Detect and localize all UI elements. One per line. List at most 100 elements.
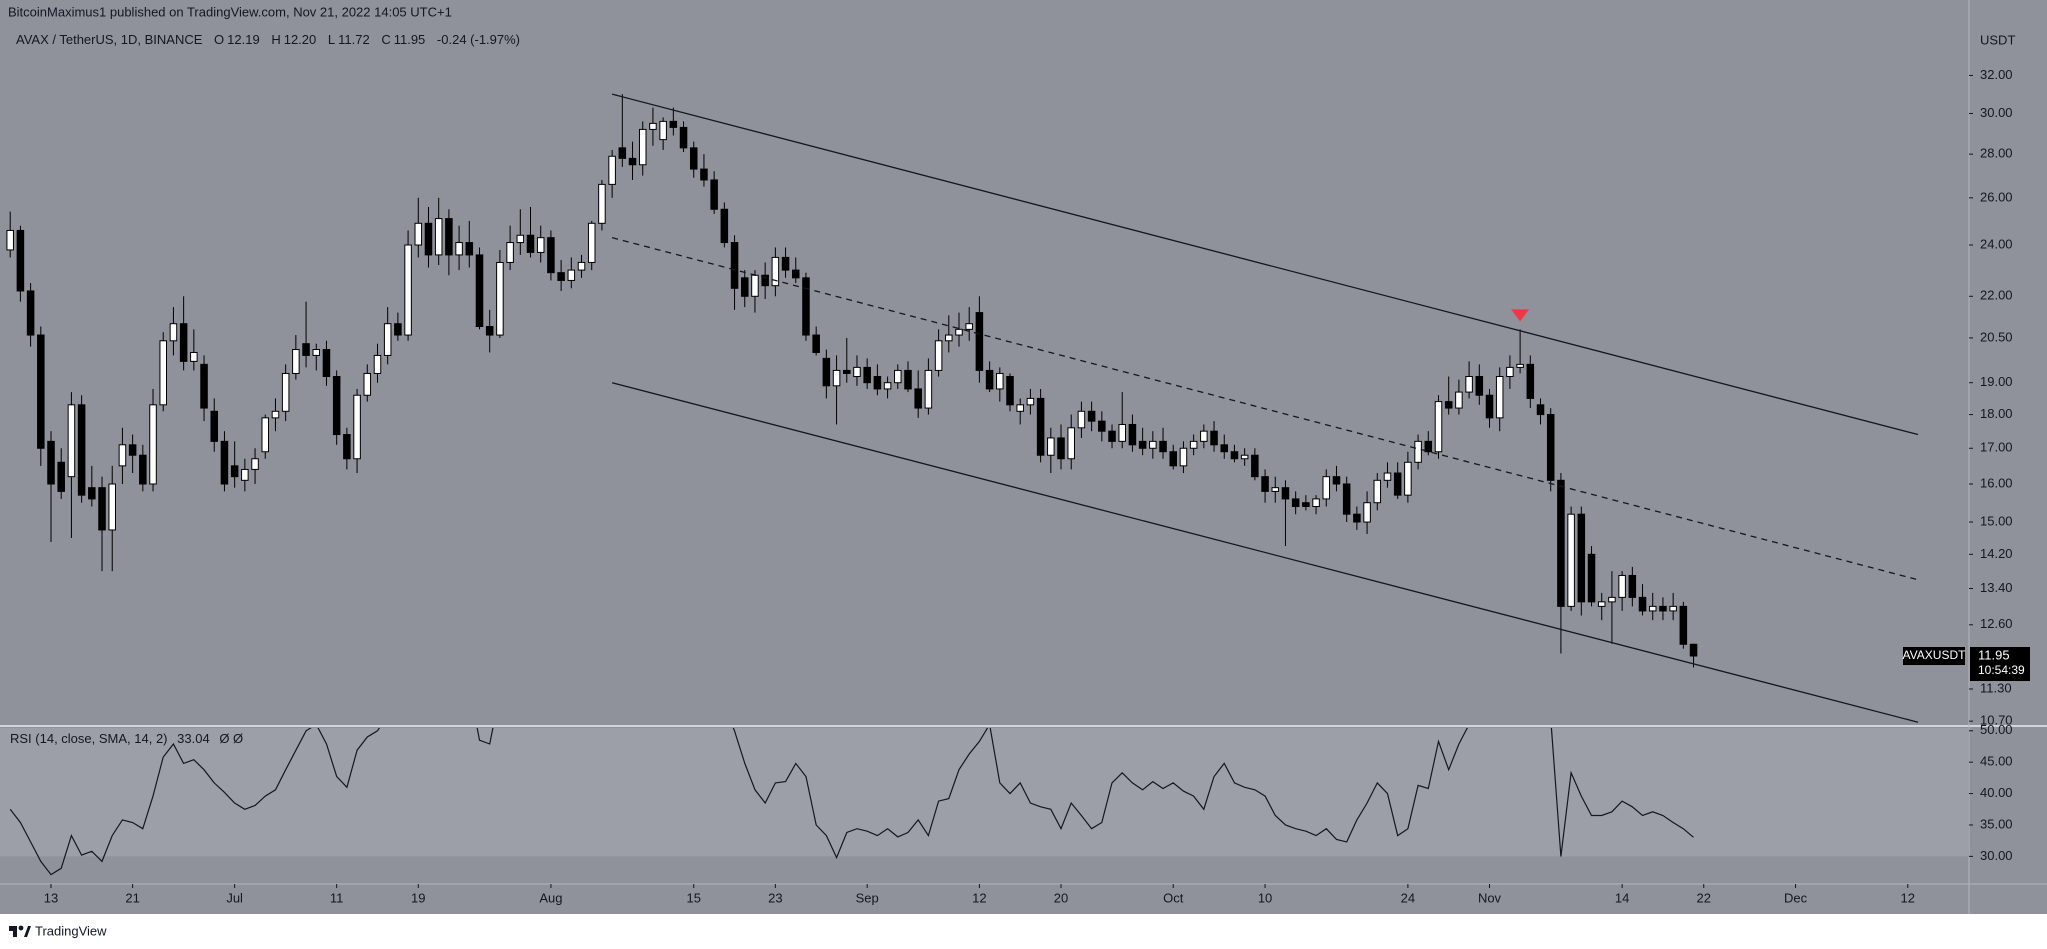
candle-body — [1220, 444, 1229, 453]
candle-body — [1108, 430, 1116, 442]
x-tick-label: Oct — [1163, 890, 1184, 905]
candle-body — [1648, 605, 1657, 612]
rsi-tick-label: 30.00 — [1980, 848, 2013, 863]
candle-body — [659, 120, 667, 141]
candle-body — [57, 461, 65, 492]
x-tick-label: Sep — [856, 890, 879, 905]
channel-line — [611, 93, 1919, 436]
y-tick-label: 12.60 — [1980, 616, 2013, 631]
countdown-text: 10:54:39 — [1978, 663, 2025, 677]
candle-body — [1189, 440, 1198, 449]
candle-body — [108, 483, 116, 531]
candle-body — [914, 388, 922, 409]
candle-body — [649, 122, 657, 130]
candle-body — [1332, 476, 1341, 485]
footer-background — [0, 914, 2047, 949]
candle-body — [1087, 410, 1096, 422]
candle-body — [1302, 502, 1310, 508]
candle-body — [1006, 376, 1014, 406]
candle-body — [332, 376, 341, 436]
candle-body — [1149, 440, 1157, 449]
candle-body — [373, 354, 382, 374]
x-tick-label: 24 — [1401, 890, 1415, 905]
candle-body — [281, 372, 290, 412]
candle-body — [843, 369, 851, 374]
ohlc-value: 12.20 — [284, 32, 317, 47]
candle-body — [1393, 472, 1402, 496]
candle-body — [1526, 363, 1535, 399]
footer-logo — [9, 925, 31, 937]
candle-body — [1414, 440, 1422, 463]
candle-body — [26, 290, 35, 336]
y-tick-label: 17.00 — [1980, 440, 2013, 455]
change: -0.24 (-1.97%) — [437, 32, 520, 47]
candle-body — [424, 222, 433, 256]
candle-body — [1373, 479, 1382, 504]
rsi-layer — [9, 728, 1694, 876]
candle-body — [791, 269, 800, 279]
candle-body — [608, 155, 616, 185]
candle-body — [781, 256, 790, 271]
candle-body — [689, 147, 698, 170]
candle-body — [1455, 391, 1463, 409]
candle-body — [1026, 397, 1035, 406]
candle-body — [139, 454, 147, 485]
candle-body — [802, 277, 810, 336]
candle-body — [985, 369, 994, 390]
candle-body — [37, 334, 45, 449]
candle-body — [853, 366, 861, 378]
candle-body — [179, 323, 188, 362]
candle-body — [720, 208, 729, 244]
y-tick-label: 28.00 — [1980, 146, 2013, 161]
x-tick-label: 13 — [44, 890, 58, 905]
y-tick-label: 32.00 — [1980, 67, 2013, 82]
y-tick-label: 19.00 — [1980, 374, 2013, 389]
ohlc-value: 11.95 — [394, 32, 426, 47]
candle-body — [271, 410, 280, 419]
ohlc-key: L — [328, 32, 335, 47]
x-tick-label: Nov — [1478, 890, 1502, 905]
y-tick-label: 15.00 — [1980, 513, 2013, 528]
price-label: AVAXUSDT 11.95 10:54:39 — [1903, 647, 2030, 682]
logo-shape — [13, 926, 17, 937]
rsi-tick-label: 45.00 — [1980, 754, 2013, 769]
candle-body — [1036, 397, 1045, 456]
candle-body — [220, 440, 229, 485]
symbol-tag-text: AVAXUSDT — [1903, 648, 1967, 662]
candles-layer — [6, 93, 1919, 723]
candle-body — [455, 242, 463, 256]
candle-body — [904, 369, 912, 390]
candle-body — [1047, 437, 1055, 456]
candle-body — [77, 404, 86, 496]
candle-body — [577, 261, 586, 271]
candle-body — [1179, 447, 1188, 467]
candle-body — [434, 218, 443, 256]
y-tick-label: 26.00 — [1980, 189, 2013, 204]
candle-body — [924, 369, 933, 409]
candle-body — [1067, 427, 1075, 460]
candle-body — [1363, 502, 1371, 523]
x-tick-label: 23 — [768, 890, 782, 905]
y-tick-label: 16.00 — [1980, 475, 2013, 490]
candle-body — [475, 254, 484, 328]
candle-body — [1261, 476, 1269, 492]
candle-body — [863, 366, 871, 384]
x-tick-label: 10 — [1258, 890, 1272, 905]
candle-body — [1404, 461, 1412, 496]
axes-layer: 32.00 30.00 28.00 26.00 24.00 22.00 20.50 19.00… — [44, 67, 2013, 906]
candle-body — [1077, 410, 1086, 429]
candle-body — [516, 234, 525, 244]
candle-body — [1169, 451, 1178, 467]
ohlc-key: C — [381, 32, 390, 47]
candle-body — [1628, 574, 1637, 598]
candle-body — [1679, 605, 1688, 645]
candle-body — [496, 261, 504, 336]
candle-body — [506, 242, 514, 263]
candle-body — [1434, 401, 1443, 453]
candle-body — [1659, 605, 1667, 612]
candle-body — [996, 372, 1004, 390]
x-tick-label: 12 — [972, 890, 986, 905]
candle-body — [587, 222, 596, 263]
candle-body — [241, 468, 249, 481]
candle-body — [414, 222, 423, 246]
